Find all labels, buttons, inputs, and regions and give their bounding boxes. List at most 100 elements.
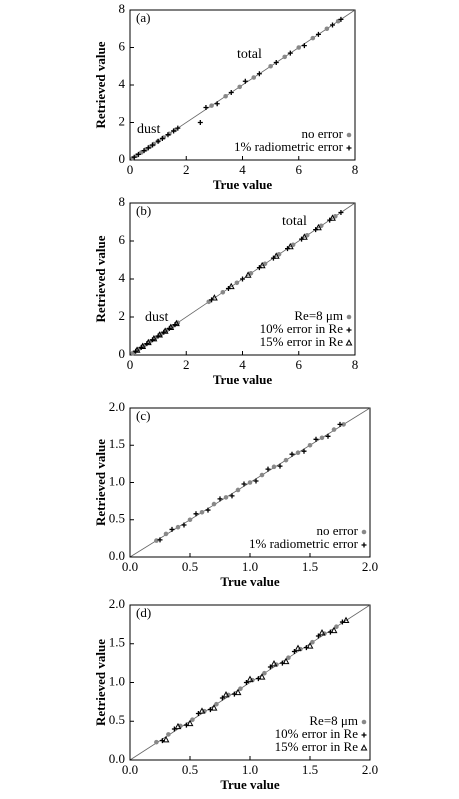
- legend-marker: [361, 732, 367, 738]
- point: [240, 276, 245, 282]
- point: [211, 501, 217, 507]
- point: [318, 629, 326, 636]
- point: [253, 478, 259, 484]
- y-tick-label: 2: [119, 308, 126, 323]
- y-tick-label: 2.0: [109, 596, 125, 611]
- x-axis-label: True value: [220, 777, 280, 792]
- point: [150, 335, 158, 342]
- annotation: total: [282, 214, 307, 229]
- point: [138, 150, 144, 155]
- x-tick-label: 1.0: [242, 762, 258, 777]
- point: [338, 16, 344, 22]
- y-axis-label: Retrieved value: [93, 439, 108, 526]
- x-tick-label: 4: [239, 357, 246, 372]
- x-tick-label: 0.5: [182, 762, 198, 777]
- point: [341, 422, 346, 427]
- y-tick-label: 0.5: [109, 712, 125, 727]
- point: [141, 148, 147, 154]
- point: [307, 442, 313, 448]
- point: [241, 481, 247, 487]
- point: [262, 670, 267, 676]
- legend-marker: [345, 339, 353, 346]
- point: [228, 90, 234, 95]
- point: [338, 210, 344, 215]
- point: [135, 151, 141, 157]
- point: [251, 75, 257, 80]
- point: [217, 496, 223, 502]
- point: [277, 463, 283, 469]
- point: [154, 739, 159, 745]
- point: [334, 624, 339, 629]
- y-axis-label: Retrieved value: [93, 235, 108, 322]
- legend-label: 15% error in Re: [275, 739, 359, 754]
- point: [219, 695, 225, 701]
- legend-marker: [346, 145, 352, 151]
- point: [166, 732, 171, 737]
- point: [190, 717, 195, 722]
- point: [172, 319, 180, 327]
- point: [310, 639, 315, 645]
- y-tick-label: 1.0: [109, 673, 125, 688]
- point: [210, 294, 218, 301]
- point: [291, 649, 297, 654]
- x-tick-label: 8: [352, 162, 359, 177]
- legend-label: 15% error in Re: [260, 334, 344, 349]
- y-tick-label: 1.5: [109, 436, 125, 451]
- point: [161, 327, 169, 334]
- legend-label: 1% radiometric error: [249, 536, 359, 551]
- point: [227, 282, 235, 290]
- point: [273, 60, 279, 65]
- legend-marker: [361, 719, 367, 725]
- y-tick-label: 2: [119, 113, 126, 128]
- point: [247, 480, 253, 485]
- point: [246, 675, 254, 682]
- point: [287, 50, 293, 56]
- point: [243, 680, 249, 685]
- legend-marker: [346, 327, 352, 333]
- point: [270, 660, 278, 667]
- annotation: total: [237, 47, 262, 62]
- point: [163, 531, 169, 537]
- point: [150, 142, 155, 148]
- point: [306, 642, 314, 649]
- point: [210, 704, 218, 711]
- annotation: dust: [145, 310, 168, 325]
- point: [289, 451, 295, 457]
- point: [220, 290, 226, 295]
- panel-label: (b): [136, 203, 151, 218]
- point: [199, 510, 205, 515]
- point: [235, 487, 241, 493]
- point: [272, 252, 280, 259]
- legend-label: 10% error in Re: [260, 321, 344, 336]
- panel-label: (d): [136, 605, 151, 620]
- point: [325, 433, 331, 439]
- y-axis-label: Retrieved value: [93, 41, 108, 128]
- x-tick-label: 6: [296, 162, 303, 177]
- y-tick-label: 0: [119, 151, 126, 166]
- point: [165, 132, 171, 138]
- point: [258, 673, 266, 680]
- point: [186, 719, 194, 727]
- point: [342, 616, 350, 623]
- point: [181, 522, 187, 528]
- panel-label: (c): [136, 408, 150, 423]
- point: [223, 93, 228, 99]
- point: [197, 120, 203, 125]
- point: [301, 43, 307, 49]
- y-tick-label: 1.0: [109, 473, 125, 488]
- x-tick-label: 2.0: [362, 762, 378, 777]
- y-tick-label: 8: [119, 1, 126, 16]
- point: [282, 54, 287, 60]
- legend-label: no error: [316, 523, 358, 538]
- x-tick-label: 0.5: [182, 559, 198, 574]
- point: [319, 435, 325, 441]
- legend-label: no error: [301, 126, 343, 141]
- x-tick-label: 2: [183, 162, 190, 177]
- y-tick-label: 1.5: [109, 635, 125, 650]
- x-tick-label: 0: [127, 357, 134, 372]
- panel-label: (a): [136, 10, 150, 25]
- x-tick-label: 1.0: [242, 559, 258, 574]
- y-axis-label: Retrieved value: [93, 639, 108, 726]
- point: [155, 138, 161, 144]
